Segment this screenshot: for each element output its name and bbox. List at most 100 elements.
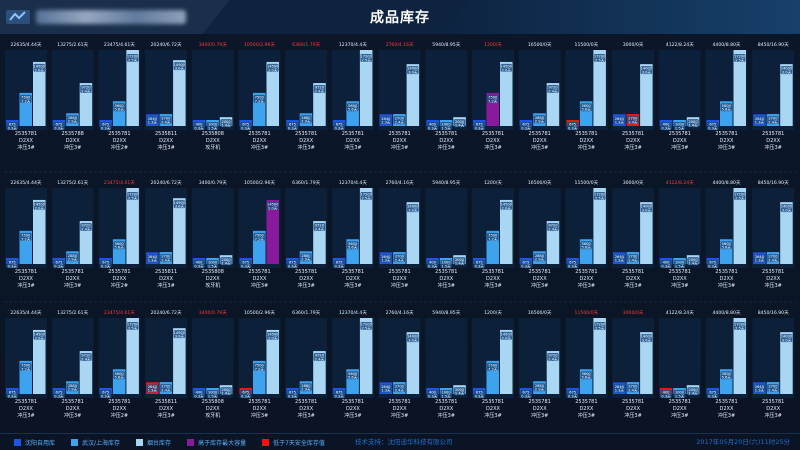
panel-header: 6360/1.79天 xyxy=(292,42,320,48)
bar-value-label: 14900 xyxy=(174,331,186,335)
bar-label-badge xyxy=(6,260,18,268)
legend-item: 烟台库存 xyxy=(136,438,171,447)
panel-header: 3400/0.79天 xyxy=(199,42,227,48)
bar-yantai xyxy=(780,64,793,126)
bar-days-label: 0.3天 xyxy=(708,126,718,130)
bar-value-label: 17200 xyxy=(360,323,372,327)
bar-days-label: 0.3天 xyxy=(8,394,18,398)
bar-value-label: 2000 xyxy=(221,388,231,392)
bar-days-label: 1.3天 xyxy=(148,389,158,393)
bar-yantai xyxy=(173,198,186,264)
bar-label-badge xyxy=(126,54,139,62)
part-code: 2535781 xyxy=(248,269,270,275)
bar-label-badge xyxy=(440,390,452,398)
legend-swatch xyxy=(136,438,144,446)
bar-days-label: 1.4天 xyxy=(688,124,698,128)
production-line: 冲压3# xyxy=(624,282,641,289)
part-model: D2XX xyxy=(19,276,33,282)
bar-value-label: 5600 xyxy=(582,104,592,108)
part-code: 2535781 xyxy=(295,131,317,137)
bar-label-badge xyxy=(533,383,546,392)
part-code: 2535781 xyxy=(622,269,644,275)
header-bar: 成品库存 xyxy=(0,0,800,34)
bar-value-label: 7500 xyxy=(488,95,498,99)
bar-label-badge xyxy=(767,116,779,125)
bar-days-label: 0.3天 xyxy=(428,126,438,130)
production-line: 冲压3# xyxy=(531,282,548,289)
bar-value-label: 7500 xyxy=(255,363,265,367)
bar-value-label: 14000 xyxy=(781,335,793,339)
part-model: D2XX xyxy=(299,138,313,144)
bar-label-badge xyxy=(66,253,79,262)
bar-days-label: 1.5天 xyxy=(441,394,451,398)
bar-label-badge xyxy=(753,254,766,263)
panel-header: 13275/2.61天 xyxy=(57,42,88,48)
bar-yantai xyxy=(313,83,326,126)
bar-label-badge xyxy=(146,116,159,125)
bar-yantai xyxy=(173,328,186,394)
datetime-display: 2017年05月20日(六)11时25分 xyxy=(696,438,790,446)
bar-value-label: 675 xyxy=(289,391,296,395)
part-model: D2XX xyxy=(112,138,126,144)
bar-days-label: 0.3天 xyxy=(194,264,204,268)
part-code: 2535811 xyxy=(155,269,177,275)
bar-value-label: 675 xyxy=(523,391,530,395)
part-model: D2XX xyxy=(766,138,780,144)
part-model: D2XX xyxy=(720,406,734,412)
bar-yantai xyxy=(79,221,93,264)
bar-days-label: 5.6天 xyxy=(114,108,124,112)
bar-value-label: 675 xyxy=(102,261,109,265)
panel-header: 11500/0天 xyxy=(575,42,599,48)
production-line: 冲压3# xyxy=(671,412,688,419)
part-model: D2XX xyxy=(486,138,500,144)
bar-value-label: 14900 xyxy=(174,201,186,205)
bar-yantai xyxy=(640,332,653,394)
bar-days-label: 1.4天 xyxy=(221,262,231,266)
panel-header: 6360/1.79天 xyxy=(292,310,320,316)
bar-days-label: 5.6天 xyxy=(722,376,732,380)
bar-yantai xyxy=(126,318,139,394)
bar-days-label: 0.3天 xyxy=(475,264,485,268)
bar-label-badge xyxy=(146,254,159,263)
legend-swatch xyxy=(71,438,79,446)
bar-days-label: 2.0天 xyxy=(268,336,278,340)
bar-value-label: 675 xyxy=(569,123,576,127)
bar-label-badge xyxy=(380,254,392,263)
bar-value-label: 14000 xyxy=(781,205,793,209)
part-model: D2XX xyxy=(533,276,547,282)
bar-label-badge xyxy=(33,63,45,72)
bar-days-label: 3.0天 xyxy=(782,339,792,343)
bar-days-label: 1.3天 xyxy=(381,121,391,125)
part-code: 2535781 xyxy=(529,399,551,405)
bar-label-badge xyxy=(53,260,65,268)
bar-days-label: 0.3天 xyxy=(568,394,578,398)
part-code: 2535781 xyxy=(715,131,737,137)
bar-label-badge xyxy=(99,122,112,130)
production-line: 冲压3# xyxy=(391,282,408,289)
production-line: 冲压3# xyxy=(484,412,501,419)
bar-days-label: 0.3天 xyxy=(101,394,111,398)
bar-days-label: 2.0天 xyxy=(35,206,45,210)
part-model: D2XX xyxy=(159,406,173,412)
bar-value-label: 14500 xyxy=(34,333,46,337)
bar-label-badge xyxy=(440,260,452,268)
bar-yantai xyxy=(640,202,653,264)
bar-value-label: 675 xyxy=(336,261,343,265)
panel-header: 2760/4.16天 xyxy=(386,310,414,316)
bar-label-badge xyxy=(333,260,345,268)
bar-label-badge xyxy=(146,384,159,393)
panel-header: 23475/4.61天 xyxy=(104,180,135,186)
bar-value-label: 2700 xyxy=(395,385,405,389)
bar-label-badge xyxy=(660,260,672,268)
company-logo-icon xyxy=(6,10,30,24)
bar-value-label: 2880 xyxy=(68,116,78,120)
bar-label-badge xyxy=(487,362,499,371)
bar-label-badge xyxy=(99,260,112,268)
bar-label-badge xyxy=(113,371,125,380)
panel-bg xyxy=(425,318,468,398)
bar-label-badge xyxy=(240,122,252,130)
